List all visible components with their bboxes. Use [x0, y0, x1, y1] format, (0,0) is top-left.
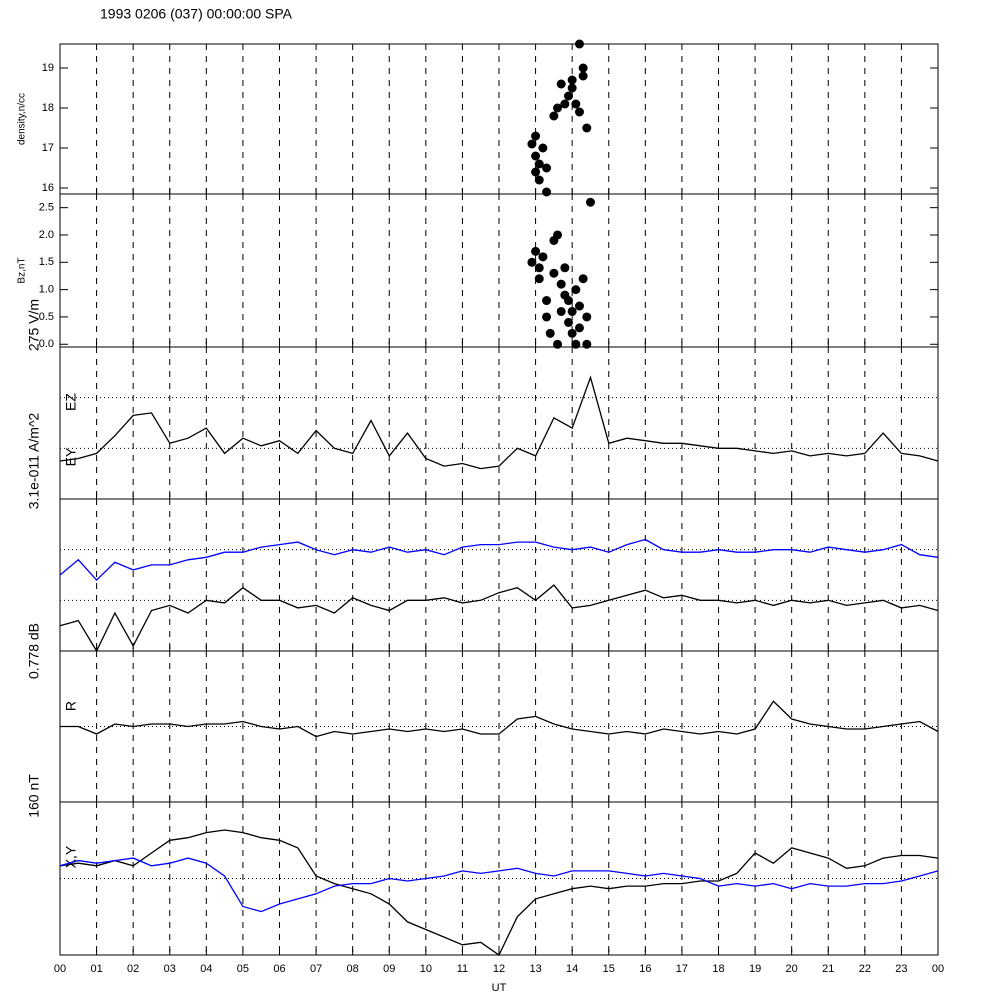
x-tick-label: 01: [90, 963, 102, 975]
y-tick-label: 1.0: [39, 284, 54, 296]
x-tick-label: 03: [164, 963, 176, 975]
x-tick-label: 20: [786, 963, 798, 975]
y-tick-label: 16: [42, 182, 54, 194]
point: [534, 274, 544, 284]
point: [567, 306, 577, 316]
point: [585, 197, 595, 207]
point: [538, 252, 548, 262]
y-tick-label: 17: [42, 142, 54, 154]
x-tick-label: 15: [603, 963, 615, 975]
point: [538, 143, 548, 153]
y-axis-label: density,n/cc: [17, 93, 28, 145]
x-tick-label: 21: [822, 963, 834, 975]
x-tick-label: 16: [639, 963, 651, 975]
point: [527, 257, 537, 267]
point: [564, 317, 574, 327]
x-tick-label: 19: [749, 963, 761, 975]
point: [549, 268, 559, 278]
x-tick-label: 18: [712, 963, 724, 975]
point: [531, 151, 541, 161]
x-tick-label: 00: [54, 963, 66, 975]
x-axis-label: UT: [492, 982, 507, 994]
point: [553, 230, 563, 240]
series-label: R: [63, 701, 79, 711]
point: [567, 328, 577, 338]
x-tick-label: 14: [566, 963, 578, 975]
point: [534, 159, 544, 169]
x-tick-label: 05: [237, 963, 249, 975]
line: [60, 700, 939, 738]
point: [545, 328, 555, 338]
point: [571, 285, 581, 295]
point: [542, 187, 552, 197]
x-tick-label: 07: [310, 963, 322, 975]
x-tick-label: 23: [895, 963, 907, 975]
x-tick-label: 10: [420, 963, 432, 975]
point: [578, 63, 588, 73]
y-tick-label: 2.0: [39, 229, 54, 241]
chart-title: 1993 0206 (037) 00:00:00 SPA: [100, 6, 293, 22]
x-tick-label: 13: [529, 963, 541, 975]
point: [531, 246, 541, 256]
point: [578, 71, 588, 81]
scale-label: 275 V/m: [26, 299, 42, 351]
point: [574, 323, 584, 333]
point: [578, 274, 588, 284]
line: [59, 538, 939, 582]
point: [531, 131, 541, 141]
point: [556, 79, 566, 89]
series-label: EY: [63, 447, 79, 466]
point: [534, 175, 544, 185]
series-label: X,Y: [63, 845, 79, 868]
line: [59, 857, 939, 913]
point: [549, 111, 559, 121]
line: [59, 375, 939, 470]
point: [574, 39, 584, 49]
point: [553, 103, 563, 113]
x-tick-label: 11: [457, 963, 468, 975]
point: [574, 107, 584, 117]
y-axis-label: Bz,nT: [17, 257, 28, 283]
x-tick-label: 17: [676, 963, 688, 975]
point: [560, 99, 570, 109]
x-tick-label: 22: [859, 963, 871, 975]
point: [574, 301, 584, 311]
point: [542, 296, 552, 306]
point: [556, 306, 566, 316]
x-tick-label: 08: [347, 963, 359, 975]
scale-label: 160 nT: [26, 774, 42, 818]
point: [567, 75, 577, 85]
point: [534, 263, 544, 273]
point: [556, 279, 566, 289]
y-tick-label: 2.5: [39, 202, 54, 214]
x-tick-label: 04: [200, 963, 212, 975]
point: [582, 123, 592, 133]
point: [542, 163, 552, 173]
point: [560, 263, 570, 273]
x-tick-label: 02: [127, 963, 139, 975]
point: [571, 99, 581, 109]
scale-label: 3.1e-011 A/m^2: [26, 412, 42, 509]
point: [564, 91, 574, 101]
x-tick-label: 09: [383, 963, 395, 975]
y-tick-label: 1.5: [39, 256, 54, 268]
x-tick-label: 06: [273, 963, 285, 975]
line: [59, 829, 939, 956]
y-tick-label: 0.5: [39, 311, 54, 323]
point: [527, 139, 537, 149]
scale-label: 0.778 dB: [26, 623, 42, 679]
y-tick-label: 19: [42, 62, 54, 74]
point: [582, 312, 592, 322]
x-tick-label: 12: [493, 963, 505, 975]
line: [59, 584, 939, 653]
point: [567, 83, 577, 93]
y-tick-label: 18: [42, 102, 54, 114]
y-tick-label: 0.0: [39, 338, 54, 350]
x-tick-label: 00: [932, 963, 944, 975]
point: [564, 296, 574, 306]
point: [542, 312, 552, 322]
point: [531, 167, 541, 177]
series-label: EZ: [63, 393, 79, 411]
